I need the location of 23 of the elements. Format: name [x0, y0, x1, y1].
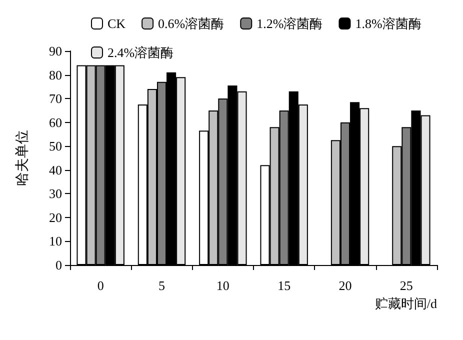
y-axis-title: 哈夫单位	[14, 130, 30, 186]
y-tick-label: 70	[49, 91, 62, 106]
x-tick-label: 25	[400, 278, 413, 293]
x-tick-label: 15	[278, 278, 291, 293]
x-tick-label: 10	[216, 278, 230, 293]
y-tick-label: 10	[49, 234, 62, 249]
x-tick-label: 5	[158, 278, 165, 293]
legend-label: 1.2%溶菌酶	[256, 16, 323, 31]
x-tick-label: 0	[97, 278, 104, 293]
x-tick-label: 20	[338, 278, 352, 293]
legend-label: CK	[108, 16, 126, 31]
y-tick-label: 40	[49, 162, 62, 178]
legend-label: 2.4%溶菌酶	[108, 45, 174, 60]
legend-label: 0.6%溶菌酶	[158, 16, 224, 31]
legend-label: 1.8%溶菌酶	[355, 16, 422, 31]
y-tick-label: 90	[49, 44, 62, 58]
x-axis-title: 贮藏时间/d	[374, 296, 438, 311]
y-tick-label: 80	[49, 67, 62, 82]
y-tick-label: 30	[49, 186, 62, 202]
y-tick-label: 0	[56, 258, 62, 272]
y-tick-label: 50	[49, 138, 62, 154]
y-tick-label: 60	[49, 114, 62, 130]
y-tick-label: 20	[49, 210, 62, 225]
